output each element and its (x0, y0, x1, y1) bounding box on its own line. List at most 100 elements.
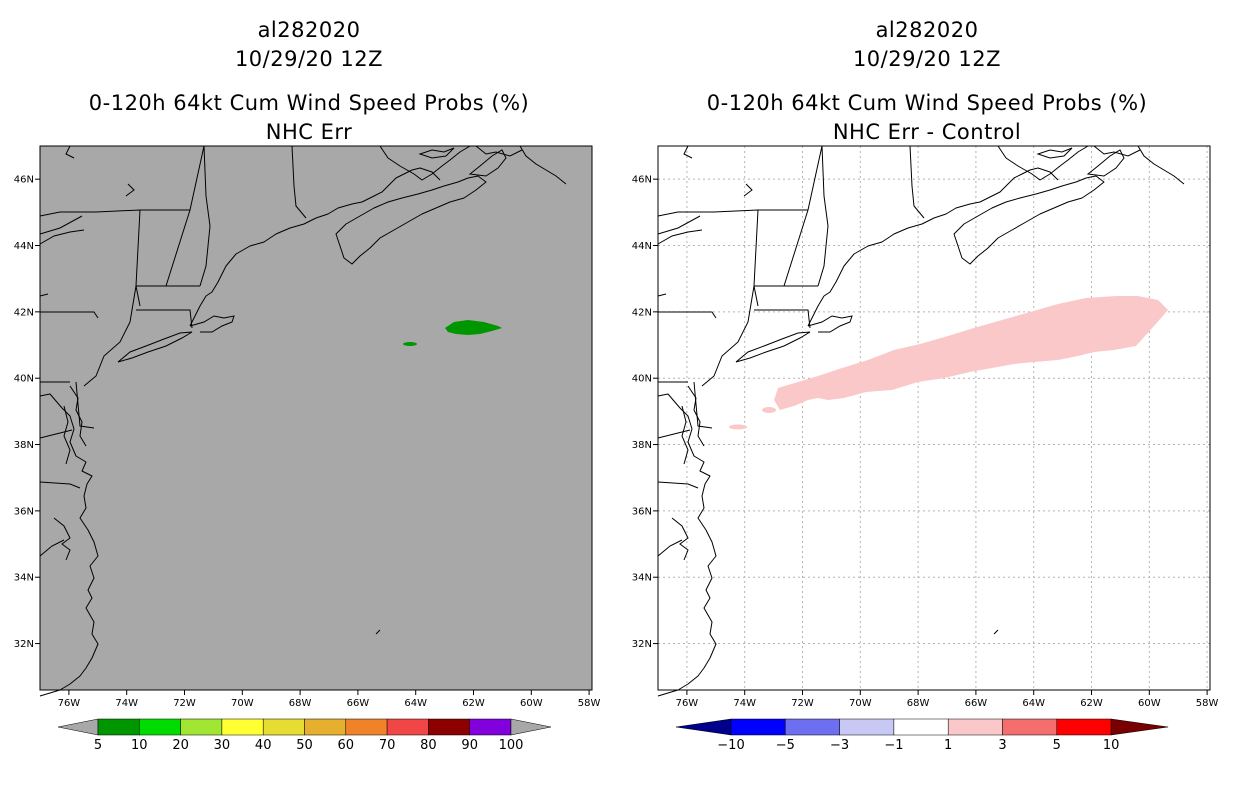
lon-tick-label: 72W (791, 698, 814, 709)
colorbar-low-arrow (675, 718, 732, 736)
lon-tick-label: 68W (907, 698, 930, 709)
colorbar-label: 10 (131, 738, 148, 753)
lat-tick-label: 38N (14, 440, 34, 451)
colorbar-label: 90 (461, 738, 478, 753)
lat-tick-label: 42N (14, 307, 34, 318)
lon-tick-label: 64W (1022, 698, 1045, 709)
lat-tick-label: 34N (632, 573, 652, 584)
colorbar-swatch (345, 718, 388, 736)
colorbar-swatch (304, 718, 347, 736)
colorbar-label: 10 (1103, 738, 1120, 753)
lon-tick-label: 70W (231, 698, 254, 709)
left-prob-area-small (403, 342, 417, 346)
colorbar-swatch (97, 718, 140, 736)
right-product-title: 0-120h 64kt Cum Wind Speed Probs (%) (706, 91, 1148, 115)
lat-tick-label: 40N (632, 374, 652, 385)
left-subtitle: NHC Err (265, 120, 353, 144)
left-datetime: 10/29/20 12Z (234, 47, 384, 71)
lon-tick-label: 76W (676, 698, 699, 709)
right-map-panel (657, 145, 1211, 697)
right-diff-area-small2 (729, 424, 747, 430)
lat-tick-label: 46N (632, 175, 652, 186)
colorbar-swatch (469, 718, 512, 736)
lon-tick-label: 76W (58, 698, 81, 709)
colorbar-swatch (1002, 718, 1058, 736)
colorbar-swatch (386, 718, 429, 736)
left-storm-id: al282020 (257, 18, 361, 42)
colorbar-swatch (139, 718, 181, 736)
colorbar-label: 40 (255, 738, 272, 753)
lat-tick-label: 32N (14, 639, 34, 650)
left-product-title: 0-120h 64kt Cum Wind Speed Probs (%) (88, 91, 530, 115)
right-lat-axis: 46N 44N 42N 40N 38N 36N 34N 32N (632, 175, 658, 650)
lat-tick-label: 36N (14, 506, 34, 517)
lon-tick-label: 58W (578, 698, 601, 709)
lon-tick-label: 60W (520, 698, 543, 709)
colorbar-swatch (947, 718, 1003, 736)
colorbar-low-arrow (57, 718, 99, 736)
lon-tick-label: 62W (1080, 698, 1103, 709)
colorbar-high-arrow (1110, 718, 1169, 736)
colorbar-swatch (428, 718, 470, 736)
colorbar-label: 70 (379, 738, 396, 753)
left-lon-axis: 76W 74W 72W 70W 68W 66W 64W 62W 60W 58W (58, 690, 601, 709)
lon-tick-label: 74W (115, 698, 138, 709)
colorbar-swatch (1056, 718, 1112, 736)
colorbar-label: 5 (94, 738, 102, 753)
colorbar-swatch (893, 718, 949, 736)
colorbar-swatch (221, 718, 264, 736)
left-prob-area-main (445, 320, 502, 335)
colorbar-swatch (730, 718, 786, 736)
lat-tick-label: 40N (14, 374, 34, 385)
lon-tick-label: 60W (1138, 698, 1161, 709)
colorbar-swatch (785, 718, 840, 736)
lat-tick-label: 36N (632, 506, 652, 517)
lon-tick-label: 68W (289, 698, 312, 709)
colorbar-label: 3 (998, 738, 1006, 753)
colorbar-label: −10 (717, 738, 744, 753)
colorbar-label: 80 (420, 738, 437, 753)
lat-tick-label: 46N (14, 175, 34, 186)
lon-tick-label: 74W (733, 698, 756, 709)
colorbar-label: −1 (884, 738, 903, 753)
right-gridlines (658, 146, 1210, 690)
right-lon-axis: 76W 74W 72W 70W 68W 66W 64W 62W 60W 58W (676, 690, 1219, 709)
lat-tick-label: 44N (632, 241, 652, 252)
right-colorbar: −10 −5 −3 −1 1 3 5 10 (675, 718, 1169, 753)
lon-tick-label: 72W (173, 698, 196, 709)
left-map-background (39, 145, 593, 691)
right-map-background (657, 145, 1211, 691)
right-subtitle: NHC Err - Control (832, 120, 1022, 144)
lon-tick-label: 66W (965, 698, 988, 709)
right-diff-area-main (774, 296, 1168, 410)
colorbar-high-arrow (510, 718, 552, 736)
right-diff-area-small1 (762, 407, 776, 413)
lon-tick-label: 66W (347, 698, 370, 709)
right-storm-id: al282020 (875, 18, 979, 42)
left-map-panel (39, 145, 593, 697)
lat-tick-label: 34N (14, 573, 34, 584)
colorbar-swatch (839, 718, 895, 736)
colorbar-swatch (180, 718, 223, 736)
right-datetime: 10/29/20 12Z (852, 47, 1002, 71)
left-lat-axis: 46N 44N 42N 40N 38N 36N 34N 32N (14, 175, 40, 650)
colorbar-label: 5 (1053, 738, 1061, 753)
lon-tick-label: 64W (404, 698, 427, 709)
lon-tick-label: 62W (462, 698, 485, 709)
colorbar-label: 20 (172, 738, 189, 753)
colorbar-label: −5 (776, 738, 795, 753)
colorbar-label: 1 (944, 738, 952, 753)
colorbar-swatch (262, 718, 305, 736)
lat-tick-label: 42N (632, 307, 652, 318)
lat-tick-label: 32N (632, 639, 652, 650)
lat-tick-label: 44N (14, 241, 34, 252)
lon-tick-label: 70W (849, 698, 872, 709)
colorbar-label: −3 (830, 738, 849, 753)
colorbar-label: 100 (499, 738, 524, 753)
colorbar-label: 60 (338, 738, 355, 753)
lat-tick-label: 38N (632, 440, 652, 451)
lon-tick-label: 58W (1196, 698, 1219, 709)
left-colorbar: 5 10 20 30 40 50 60 70 80 90 100 (57, 718, 552, 753)
colorbar-label: 30 (214, 738, 231, 753)
